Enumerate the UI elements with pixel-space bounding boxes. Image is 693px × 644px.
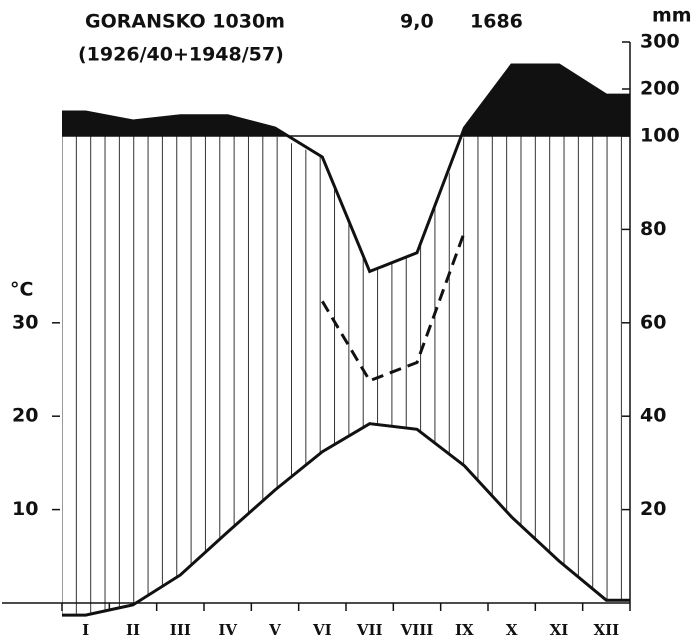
perhumid-area: [62, 65, 630, 136]
y2-tick-label: 100: [640, 125, 680, 147]
y2-tick-label: 80: [640, 218, 666, 240]
x-tick-label: IX: [455, 621, 474, 639]
annotation: 1686: [470, 11, 523, 33]
y2-axis-label: mm: [652, 5, 692, 27]
series-line: [62, 422, 630, 617]
dashed-line: [321, 231, 466, 383]
x-tick-label: VIII: [400, 621, 434, 639]
y2-tick-label: 20: [640, 498, 666, 520]
x-tick-label: V: [268, 621, 281, 639]
series-line: [62, 63, 630, 274]
y-tick-label: 20: [12, 405, 38, 427]
y-tick-label: 30: [12, 311, 38, 333]
x-tick-label: X: [506, 621, 518, 639]
y2-tick-label: 300: [640, 31, 680, 53]
y-axis-label: °C: [10, 279, 33, 301]
annotation: 9,0: [400, 11, 434, 33]
x-tick-label: VII: [356, 621, 383, 639]
x-tick-label: II: [126, 621, 140, 639]
x-tick-label: XII: [593, 621, 619, 639]
chart-title: GORANSKO 1030m: [85, 11, 285, 33]
x-tick-label: VI: [312, 621, 332, 639]
x-tick-label: IV: [218, 621, 237, 639]
y2-tick-label: 40: [640, 405, 666, 427]
x-tick-label: III: [170, 621, 191, 639]
x-tick-label: I: [82, 621, 89, 639]
x-tick-label: XI: [550, 621, 569, 639]
y2-tick-label: 200: [640, 78, 680, 100]
y2-tick-label: 60: [640, 311, 666, 333]
y-tick-label: 10: [12, 498, 38, 520]
subtitle: (1926/40+1948/57): [78, 44, 284, 66]
